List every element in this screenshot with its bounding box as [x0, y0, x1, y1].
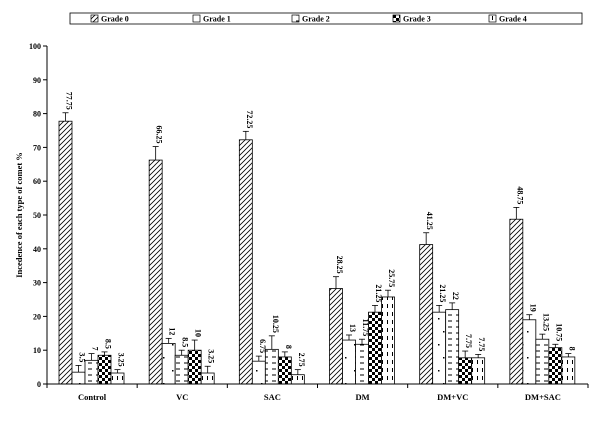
data-label: 12	[168, 327, 177, 335]
y-tick-label: 100	[29, 42, 41, 51]
data-label: 6.75	[258, 339, 267, 353]
bar-grade-1	[71, 371, 86, 385]
y-tick-label: 0	[37, 380, 41, 389]
y-tick-label: 60	[33, 177, 41, 186]
data-label: 10	[194, 329, 203, 337]
data-label: 7.75	[477, 337, 486, 351]
bar-grade-4	[381, 296, 395, 385]
bar-grade-1	[432, 311, 447, 385]
bar-grade-2	[264, 348, 279, 385]
data-label: 48.75	[515, 186, 524, 204]
data-label: 10.75	[554, 323, 563, 341]
data-label: 3.5	[78, 352, 87, 362]
bar-grade-0	[509, 218, 524, 385]
y-tick-label: 30	[33, 279, 41, 288]
bar-grade-2	[84, 359, 99, 385]
data-label: 72.25	[245, 110, 254, 128]
data-label: 11.75	[361, 319, 370, 337]
bar-grade-4	[200, 372, 215, 385]
legend-swatch	[291, 14, 300, 23]
legend-entry: Grade 4	[499, 15, 527, 24]
data-label: 10.25	[271, 315, 280, 333]
data-label: 7.75	[464, 334, 473, 348]
y-tick-label: 70	[33, 143, 41, 152]
y-tick-label: 90	[33, 76, 41, 85]
x-category-label: DM	[355, 392, 369, 402]
bar-grade-0	[58, 120, 73, 385]
bar-grade-4	[110, 372, 125, 385]
x-category-label: SAC	[264, 392, 281, 402]
bar-grade-2	[174, 354, 189, 385]
bar-grade-4	[561, 356, 576, 385]
data-label: 2.75	[297, 353, 306, 367]
data-label: 21.25	[438, 284, 447, 302]
bar-grade-2	[445, 309, 460, 385]
legend-entry: Grade 2	[302, 15, 330, 24]
y-axis: 0 10 20 30 40 50 60 70 80 90 100	[29, 42, 48, 389]
data-label: 28.25	[335, 256, 344, 274]
legend-entry: Grade 0	[101, 15, 129, 24]
bar-grade-0	[329, 288, 343, 385]
data-label: 8.5	[104, 339, 113, 349]
bar-grade-3	[277, 356, 292, 385]
x-category-label: DM+VC	[437, 392, 468, 402]
y-tick-label: 50	[33, 211, 41, 220]
y-tick-label: 80	[33, 110, 41, 119]
legend: Grade 0 Grade 1 Grade 2 Grade 3 Grade 4	[69, 12, 583, 25]
data-label: 3.25	[117, 353, 126, 367]
bar-grade-0	[419, 244, 434, 385]
data-label: 3.25	[207, 349, 216, 363]
legend-entry: Grade 1	[203, 15, 231, 24]
legend-entry: Grade 3	[403, 15, 431, 24]
bar-grade-0	[148, 159, 163, 385]
x-category-label: DM+SAC	[525, 392, 561, 402]
data-label: 13.25	[541, 313, 550, 331]
bar-grade-4	[471, 357, 486, 385]
bar-grade-3	[368, 311, 382, 385]
data-label: 66.25	[155, 126, 164, 144]
data-label: 77.75	[65, 92, 74, 110]
bar-grade-1	[251, 360, 266, 385]
y-tick-label: 20	[33, 312, 41, 321]
bars: 77.7566.2572.2528.2541.2548.753.5126.751…	[58, 92, 576, 385]
bar-grade-1	[522, 319, 537, 385]
data-label: 8	[567, 347, 576, 351]
bar-grade-3	[187, 349, 202, 385]
bar-grade-0	[238, 139, 253, 385]
data-label: 21.25	[374, 284, 383, 302]
x-category-label: VC	[176, 392, 188, 402]
legend-swatch	[90, 14, 99, 23]
bar-grade-4	[290, 374, 305, 385]
bar-grade-3	[548, 347, 563, 385]
y-tick-label: 10	[33, 346, 41, 355]
bar-grade-1	[342, 339, 356, 385]
bar-grade-2	[355, 343, 369, 385]
data-label: 22	[451, 292, 460, 300]
bar-grade-3	[97, 354, 112, 385]
x-axis: Control VC SAC DM DM+VC DM+SAC	[46, 383, 589, 402]
bar-grade-1	[161, 343, 176, 385]
y-tick-label: 40	[33, 245, 41, 254]
data-label: 19	[528, 304, 537, 312]
bar-grade-2	[535, 338, 550, 385]
data-label: 41.25	[425, 212, 434, 230]
data-label: 8.5	[181, 337, 190, 347]
bar-grade-3	[458, 357, 473, 385]
data-label: 25.75	[387, 269, 396, 287]
y-axis-label: Incedence of each type of comet %	[14, 152, 24, 278]
x-category-label: Control	[78, 392, 107, 402]
legend-swatch	[488, 14, 497, 23]
legend-box	[69, 12, 583, 25]
data-label: 7	[91, 347, 100, 351]
legend-swatch	[192, 14, 201, 23]
legend-swatch	[392, 14, 401, 23]
data-label: 13	[348, 324, 357, 332]
data-label: 8	[284, 345, 293, 349]
